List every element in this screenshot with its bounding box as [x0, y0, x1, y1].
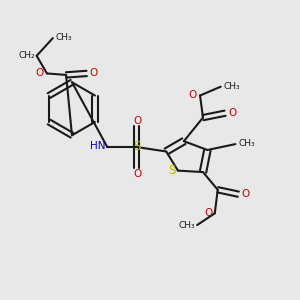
Text: O: O: [228, 108, 236, 118]
Text: S: S: [134, 140, 141, 153]
Text: O: O: [133, 116, 141, 126]
Text: CH₃: CH₃: [56, 33, 72, 42]
Text: CH₂: CH₂: [19, 51, 35, 60]
Text: S: S: [168, 164, 176, 176]
Text: O: O: [90, 68, 98, 78]
Text: HN: HN: [90, 142, 106, 152]
Text: CH₃: CH₃: [238, 139, 255, 148]
Text: O: O: [204, 208, 212, 218]
Text: CH₃: CH₃: [224, 82, 240, 91]
Text: O: O: [133, 169, 141, 178]
Text: CH₃: CH₃: [178, 221, 195, 230]
Text: O: O: [36, 68, 44, 78]
Text: O: O: [189, 90, 197, 100]
Text: O: O: [241, 189, 250, 199]
